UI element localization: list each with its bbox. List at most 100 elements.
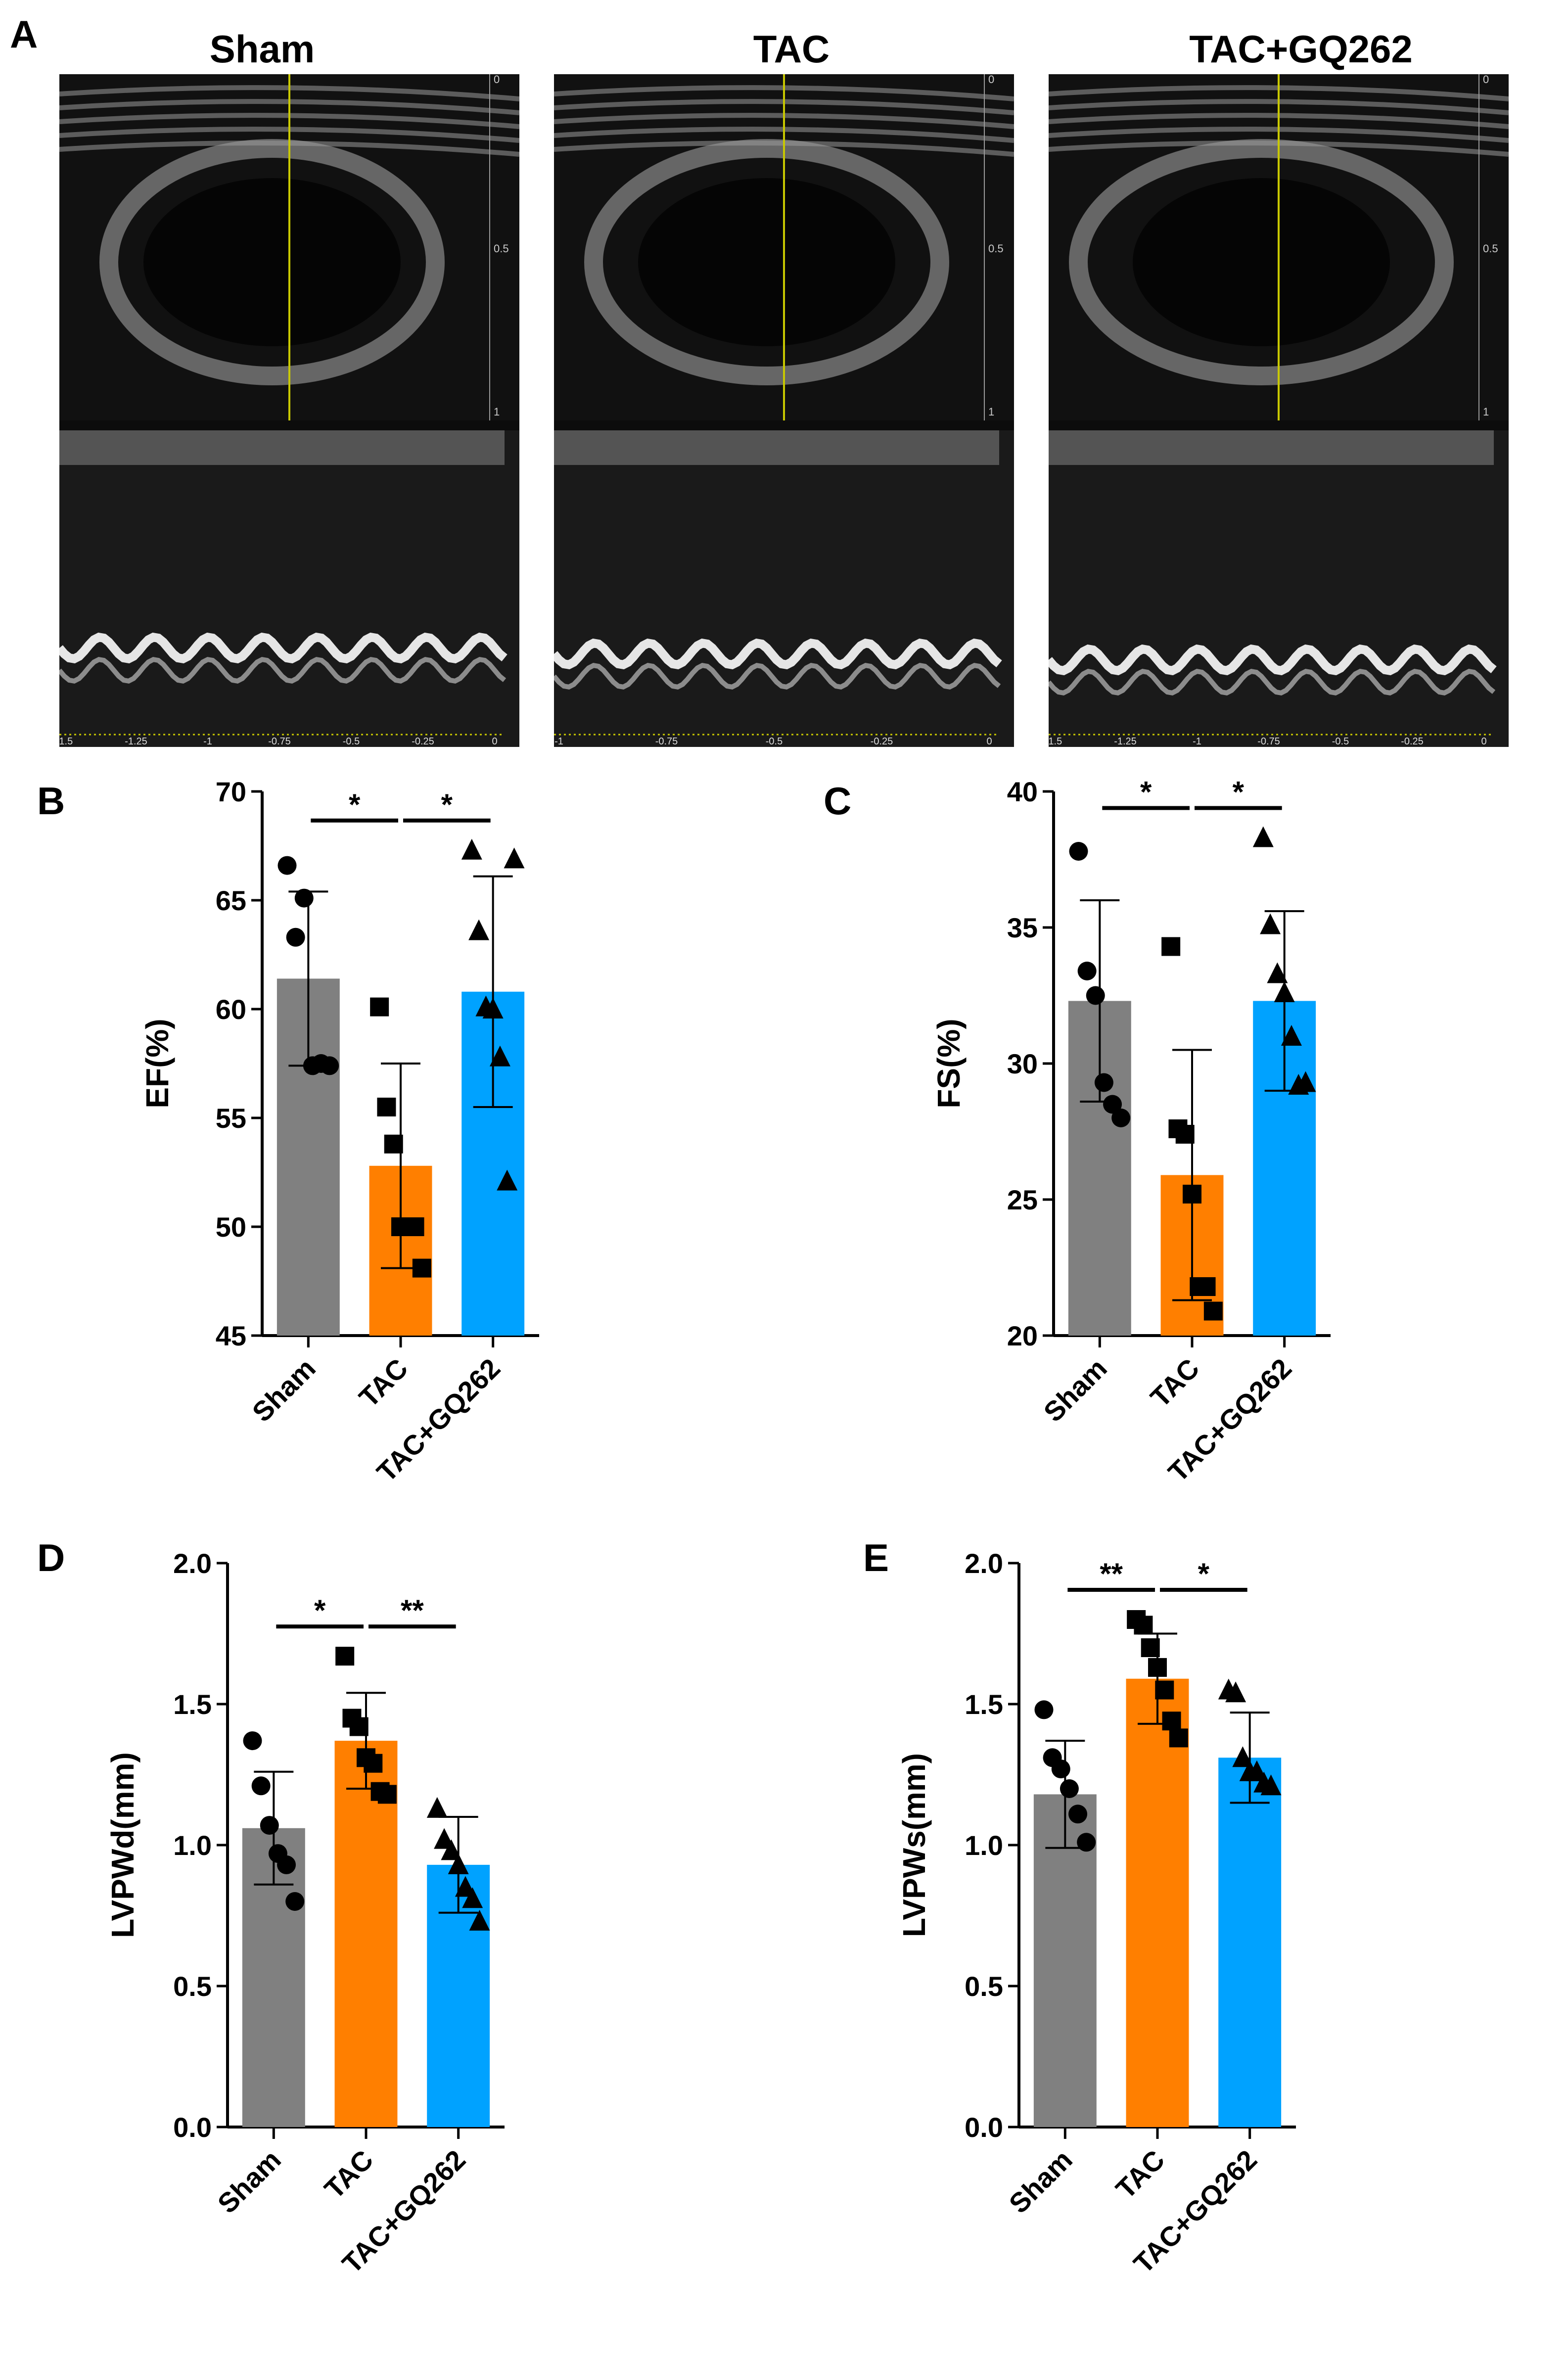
depth-label: 0.5 — [1483, 242, 1498, 255]
echo-title-tac-gq262: TAC+GQ262 — [1189, 27, 1413, 71]
y-tick-label: 1.5 — [965, 1689, 1003, 1720]
data-point-circle — [320, 1056, 339, 1075]
time-label: 0 — [492, 736, 497, 747]
y-tick-label: 0.5 — [173, 1971, 212, 2002]
data-point-triangle — [1260, 1774, 1282, 1796]
data-point-circle — [285, 1892, 305, 1911]
data-point-square — [1175, 1125, 1195, 1144]
panel-label-a: A — [10, 12, 38, 56]
time-label: -1.5 — [59, 736, 73, 747]
data-point-triangle — [441, 1839, 462, 1860]
time-label: -1 — [1193, 736, 1201, 747]
depth-label: 0.5 — [494, 242, 509, 255]
time-label: -0.5 — [1332, 736, 1349, 747]
significance-label: ** — [401, 1594, 424, 1627]
echo-svg-tac-gq262: 0 0.5 1 -1.5 -1.25 -1 -0.75 -0.5 -0.25 0 — [1049, 74, 1509, 747]
heart-cavity — [638, 178, 895, 346]
y-tick-label: 55 — [216, 1103, 246, 1134]
data-point-circle — [1103, 1095, 1122, 1114]
bar — [1126, 1678, 1189, 2127]
y-tick-label: 2.0 — [173, 1548, 212, 1579]
mmode-posterior-wall-trace — [554, 638, 1002, 670]
data-point-circle — [1069, 842, 1088, 861]
data-point-square — [370, 997, 389, 1017]
data-point-square — [1134, 1616, 1153, 1635]
y-axis-title: FS(%) — [931, 1018, 967, 1108]
data-point-triangle — [448, 1853, 469, 1874]
data-point-triangle — [1295, 1071, 1316, 1092]
chart-lvpwd: 0.0 0.5 1.0 1.5 2.0 LVPWd(mm) Sham TAC TAC+GQ262… — [0, 1524, 643, 2340]
mmode-posterior-wall-shadow — [59, 657, 507, 684]
chart-fs: 20 25 30 35 40 FS(%) Sham TAC TAC+GQ262 * * — [791, 767, 1434, 1509]
mmode-posterior-wall-trace — [59, 632, 507, 664]
mmode-upper-wall — [1049, 430, 1494, 465]
data-point-triangle — [1267, 962, 1288, 983]
data-point-triangle — [1281, 1025, 1302, 1046]
data-point-triangle — [461, 838, 482, 860]
data-point-square — [377, 1785, 397, 1804]
data-point-square — [1169, 1728, 1188, 1748]
data-point-square — [1162, 1712, 1181, 1731]
significance-label: ** — [1100, 1557, 1123, 1590]
bar — [334, 1741, 398, 2127]
chart-lvpws: 0.0 0.5 1.0 1.5 2.0 LVPWs(mm) Sham TAC TAC+GQ262… — [791, 1524, 1434, 2340]
depth-label: 0 — [988, 74, 994, 86]
data-point-triangle — [504, 847, 525, 869]
x-tick-label: Sham — [1037, 1352, 1112, 1428]
heart-cavity — [1133, 178, 1390, 346]
data-point-circle — [286, 927, 305, 947]
data-point-circle — [1034, 1700, 1054, 1719]
data-point-circle — [1077, 962, 1097, 980]
bar — [1218, 1758, 1282, 2127]
chart-ef: 45 50 55 60 65 70 EF(%) Sham TAC TAC+GQ262 * * — [0, 767, 643, 1509]
y-tick-label: 1.0 — [965, 1830, 1003, 1861]
time-label: -0.25 — [871, 736, 893, 747]
depth-label: 1 — [988, 406, 994, 418]
time-label: 0 — [1481, 736, 1486, 747]
time-label: -0.75 — [268, 736, 291, 747]
significance-label: * — [314, 1594, 326, 1627]
echo-title-sham: Sham — [209, 27, 315, 71]
mmode-background — [59, 430, 519, 747]
x-tick-label: TAC — [1144, 1352, 1205, 1413]
data-point-triangle — [1232, 1746, 1253, 1767]
time-label: -1 — [554, 736, 563, 747]
y-tick-label: 70 — [216, 776, 246, 807]
time-label: -0.25 — [412, 736, 434, 747]
time-label: -0.5 — [343, 736, 360, 747]
time-label: -1.25 — [1114, 736, 1137, 747]
data-point-triangle — [469, 1909, 490, 1931]
y-tick-label: 65 — [216, 885, 246, 916]
heart-wall — [99, 139, 445, 385]
mmode-posterior-wall-trace — [1049, 644, 1497, 676]
echo-image-sham: 0 0.5 1 -1.5 -1.25 -1 -0.75 -0.5 -0.25 0 — [59, 74, 519, 747]
significance-label: * — [1233, 776, 1245, 809]
echo-svg-tac: 0 0.5 1 -1 -0.75 -0.5 -0.25 0 — [554, 74, 1014, 747]
data-point-square — [1148, 1658, 1167, 1677]
echo-svg-sham: 0 0.5 1 -1.5 -1.25 -1 -0.75 -0.5 -0.25 0 — [59, 74, 519, 747]
data-point-circle — [1111, 1109, 1131, 1127]
data-point-triangle — [1260, 913, 1281, 934]
significance-label: * — [349, 788, 361, 821]
data-point-triangle — [1252, 826, 1274, 847]
panel-label-d: D — [37, 1536, 65, 1579]
y-tick-label: 30 — [1007, 1048, 1038, 1079]
y-tick-label: 35 — [1007, 912, 1038, 943]
echo-image-tac-gq262: 0 0.5 1 -1.5 -1.25 -1 -0.75 -0.5 -0.25 0 — [1049, 74, 1509, 747]
data-point-circle — [294, 888, 314, 908]
data-point-square — [1161, 937, 1181, 956]
y-axis-title: LVPWs(mm) — [896, 1753, 932, 1937]
data-point-circle — [1094, 1073, 1113, 1092]
data-point-square — [335, 1647, 355, 1666]
data-point-circle — [260, 1816, 279, 1835]
data-point-square — [384, 1134, 403, 1154]
heart-wall — [584, 139, 949, 385]
data-point-triangle — [468, 919, 490, 940]
data-point-triangle — [462, 1887, 483, 1908]
data-point-circle — [251, 1776, 271, 1796]
y-tick-label: 45 — [216, 1320, 246, 1351]
x-tick-label: TAC — [318, 2144, 379, 2205]
mmode-background — [554, 430, 1014, 747]
